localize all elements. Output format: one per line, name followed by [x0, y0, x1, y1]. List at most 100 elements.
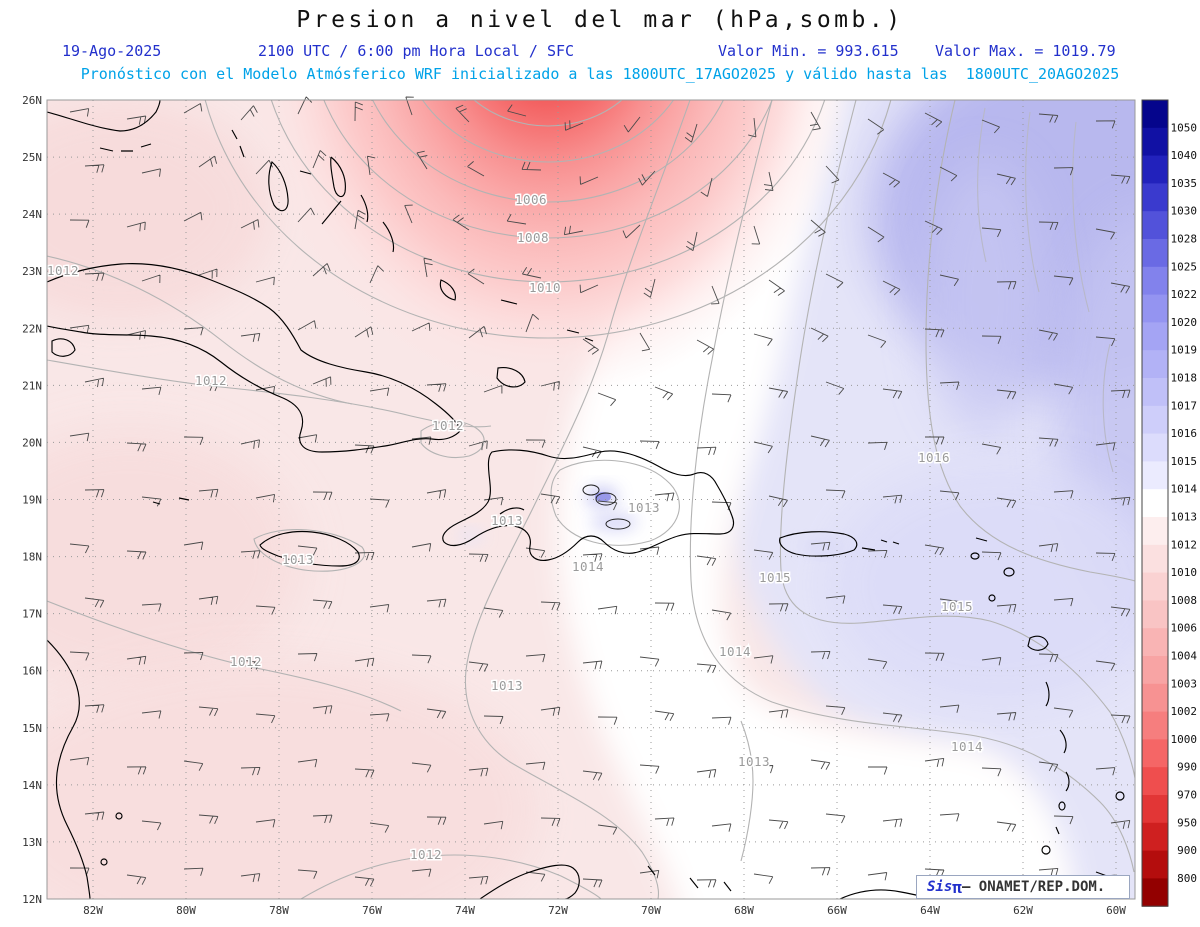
colorbar-label: 1019: [1171, 344, 1198, 357]
contour-labels: 1012 1006 1008 1010 1012 1012 1013 1013 1014 1013…: [45, 191, 984, 864]
colorbar-segment: [1142, 266, 1168, 296]
colorbar-label: 1015: [1171, 455, 1198, 468]
lat-label: 18N: [22, 551, 42, 564]
colorbar-label: 1030: [1171, 205, 1198, 218]
colorbar-label: 900: [1177, 844, 1197, 857]
colorbar-label: 1012: [1171, 538, 1198, 551]
attribution-org: ONAMET/REP.DOM.: [978, 879, 1106, 895]
colorbar-segment: [1142, 683, 1168, 713]
colorbar-segment: [1142, 239, 1168, 268]
isobar-value-label: 1013: [491, 678, 523, 693]
brand-sispi: Sis: [927, 879, 953, 895]
lat-label: 23N: [22, 265, 42, 278]
model-info: Pronóstico con el Modelo Atmósferico WRF…: [80, 65, 1120, 83]
isobar-value-label: 1015: [759, 570, 791, 585]
lat-label: 14N: [22, 779, 42, 792]
lon-label: 66W: [827, 904, 847, 917]
attribution-separator: –: [961, 879, 979, 895]
coast-bahamas: [268, 156, 594, 388]
colorbar-label: 1020: [1171, 316, 1198, 329]
colorbar-label: 1014: [1171, 483, 1198, 496]
lat-label: 12N: [22, 893, 42, 906]
colorbar-label: 1002: [1171, 705, 1198, 718]
colorbar-segment: [1142, 378, 1168, 407]
colorbar-label: 970: [1177, 789, 1197, 802]
colorbar-segment: [1142, 544, 1168, 574]
coast-cuba: [47, 263, 462, 505]
coast-florida: [47, 100, 245, 158]
colorbar-segment: [1142, 350, 1168, 379]
colorbar-label: 1010: [1171, 566, 1198, 579]
lat-label: 15N: [22, 722, 42, 735]
colorbar-segment: [1142, 294, 1168, 323]
isobar-value-label: 1012: [47, 263, 79, 278]
value-min: Valor Min. = 993.615: [718, 42, 899, 60]
coast-south-america: [479, 864, 936, 899]
lon-label: 74W: [455, 904, 475, 917]
colorbar-label: 1008: [1171, 594, 1198, 607]
lat-label: 26N: [22, 94, 42, 107]
colorbar-label: 1016: [1171, 427, 1198, 440]
coast-puerto-rico: [779, 531, 900, 557]
value-max: Valor Max. = 1019.79: [935, 42, 1116, 60]
isobar-value-label: 1014: [719, 644, 751, 659]
coast-central-america: [47, 639, 123, 899]
isobar-contours: [47, 100, 1135, 899]
isobar-value-label: 1008: [517, 230, 549, 245]
colorbar-segment: [1142, 155, 1168, 184]
colorbar-segment: [1142, 739, 1168, 768]
lon-label: 78W: [269, 904, 289, 917]
colorbar-label: 950: [1177, 816, 1197, 829]
isobar-value-label: 1013: [282, 552, 314, 567]
lat-label: 13N: [22, 836, 42, 849]
lat-label: 21N: [22, 379, 42, 392]
colorbar-segment: [1142, 405, 1168, 435]
lon-label: 62W: [1013, 904, 1033, 917]
colorbar-label: 1017: [1171, 399, 1198, 412]
lat-label: 16N: [22, 665, 42, 678]
lat-label: 22N: [22, 322, 42, 335]
isobar-value-label: 1013: [491, 513, 523, 528]
coastlines: [47, 100, 1125, 899]
lon-label: 64W: [920, 904, 940, 917]
isobar-value-label: 1010: [529, 280, 561, 295]
isobar-value-label: 1015: [941, 599, 973, 614]
colorbar-label: 800: [1177, 872, 1197, 885]
lon-label: 76W: [362, 904, 382, 917]
isobar-value-label: 1012: [230, 654, 262, 669]
isobar-value-label: 1012: [410, 847, 442, 862]
attribution-box: Sis π – ONAMET/REP.DOM.: [916, 875, 1130, 899]
colorbar-segment: [1142, 711, 1168, 740]
map-frame: [46, 99, 1136, 900]
isobar-value-label: 1014: [951, 739, 983, 754]
colorbar-label: 1000: [1171, 733, 1198, 746]
colorbar-segment: [1142, 461, 1168, 490]
colorbar-label: 1004: [1171, 650, 1198, 663]
colorbar-segment: [1142, 489, 1168, 518]
colorbar-label: 1040: [1171, 149, 1198, 162]
colorbar-segment: [1142, 628, 1168, 657]
coast-lesser-antilles: [970, 537, 1125, 899]
lon-label: 68W: [734, 904, 754, 917]
valid-time: 2100 UTC / 6:00 pm Hora Local / SFC: [258, 42, 575, 60]
colorbar-label: 1018: [1171, 372, 1198, 385]
colorbar-segment: [1142, 322, 1168, 351]
coast-hispaniola: [442, 449, 735, 561]
axis-labels: 26N25N24N23N22N21N20N19N18N17N16N15N14N1…: [22, 94, 1126, 917]
colorbar-segment: [1142, 850, 1168, 879]
colorbar-segment: [1142, 572, 1168, 601]
isobar-value-label: 1014: [572, 559, 604, 574]
colorbar-segment: [1142, 656, 1168, 685]
colorbar-segment: [1142, 878, 1168, 907]
isobar-value-label: 1006: [515, 192, 547, 207]
lat-label: 25N: [22, 151, 42, 164]
lon-label: 70W: [641, 904, 661, 917]
colorbar-segment: [1142, 127, 1168, 157]
terrain-contours-hispaniola: [582, 484, 631, 530]
colorbar-label: 1006: [1171, 622, 1198, 635]
colorbar-segment: [1142, 100, 1168, 129]
colorbar-label: 1025: [1171, 260, 1198, 273]
colorbar-segment: [1142, 822, 1168, 852]
